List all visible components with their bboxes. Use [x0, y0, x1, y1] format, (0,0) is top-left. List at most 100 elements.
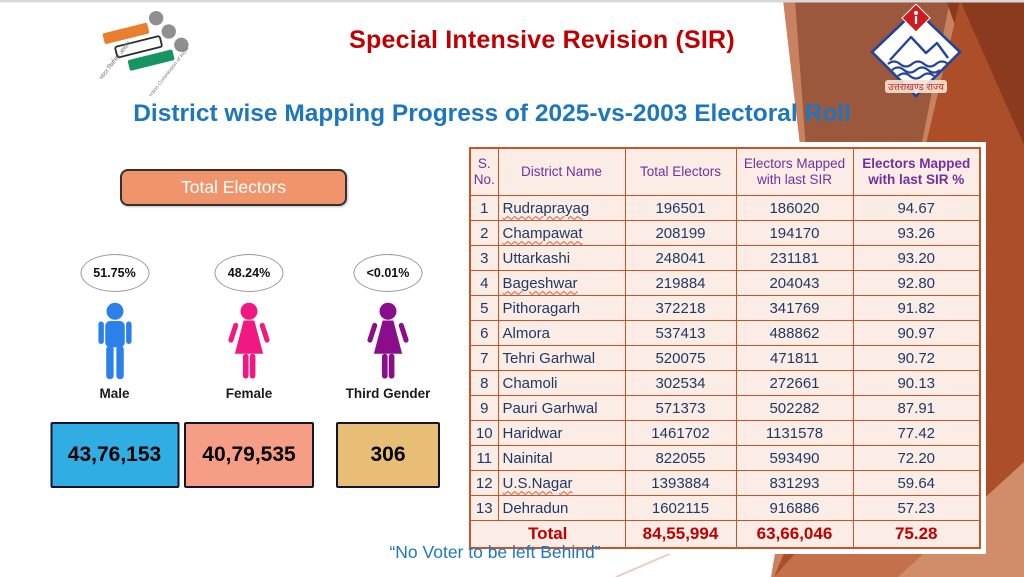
district-table-card: S. No. District Name Total Electors Elec…	[464, 142, 986, 554]
cell-sno: 12	[469, 470, 499, 496]
footer-quote: “No Voter to be left Behind”	[389, 542, 601, 562]
cell-mapped: 502282	[735, 395, 854, 421]
gender-card: 48.24% Female 40,79,535	[184, 254, 314, 490]
cell-total-electors: 208199	[624, 220, 737, 246]
cell-district: Uttarkashi	[497, 245, 626, 271]
cell-mapped: 186020	[735, 195, 854, 221]
table-row: 4 Bageshwar 219884 204043 92.80	[469, 270, 981, 296]
slide-subtitle: District wise Mapping Progress of 2025-v…	[133, 100, 851, 127]
total-electors-button[interactable]: Total Electors	[120, 169, 347, 206]
cell-pct: 59.64	[852, 470, 981, 496]
cell-district: U.S.Nagar	[497, 470, 626, 496]
cell-total-electors: 520075	[624, 345, 737, 371]
percent-label: 48.24%	[227, 266, 271, 280]
table-row: 10 Haridwar 1461702 1131578 77.42	[469, 420, 981, 446]
gender-card: 51.75% Male 43,76,153	[50, 254, 179, 490]
total-mapped-value: 63,66,046	[735, 520, 854, 549]
total-label: Total	[469, 520, 626, 549]
cell-sno: 8	[469, 370, 499, 396]
col-header-total: Total Electors	[624, 147, 737, 196]
cell-total-electors: 537413	[624, 320, 737, 346]
cell-mapped: 593490	[735, 445, 854, 471]
cell-sno: 10	[469, 420, 499, 446]
percent-oval: <0.01%	[353, 254, 423, 292]
district-mapping-table: S. No. District Name Total Electors Elec…	[469, 147, 981, 549]
col-header-sno: S. No.	[469, 147, 499, 196]
count-value: 43,76,153	[67, 443, 162, 466]
cell-total-electors: 302534	[624, 370, 737, 396]
col-header-district: District Name	[497, 147, 626, 196]
cell-sno: 13	[469, 495, 499, 521]
table-row: 9 Pauri Garhwal 571373 502282 87.91	[469, 395, 981, 421]
cell-pct: 77.42	[852, 420, 981, 446]
table-row: 3 Uttarkashi 248041 231181 93.20	[469, 245, 981, 271]
percent-oval: 48.24%	[214, 254, 284, 292]
cell-district: Dehradun	[497, 495, 626, 521]
cell-total-electors: 372218	[624, 295, 737, 321]
cell-district: Bageshwar	[497, 270, 626, 296]
cell-mapped: 916886	[735, 495, 854, 521]
cell-total-electors: 822055	[624, 445, 737, 471]
col-header-pct: Electors Mapped with last SIR %	[852, 147, 981, 196]
cell-district: Haridwar	[497, 420, 626, 446]
cell-pct: 72.20	[852, 445, 981, 471]
cell-sno: 11	[469, 445, 499, 471]
cell-total-electors: 1602115	[624, 495, 737, 521]
table-row: 8 Chamoli 302534 272661 90.13	[469, 370, 981, 396]
cell-sno: 5	[469, 295, 499, 321]
cell-pct: 93.20	[852, 245, 981, 271]
cell-mapped: 471811	[735, 345, 854, 371]
table-row: 7 Tehri Garhwal 520075 471811 90.72	[469, 345, 981, 371]
cell-pct: 90.13	[852, 370, 981, 396]
table-row: 12 U.S.Nagar 1393884 831293 59.64	[469, 470, 981, 496]
table-row: 13 Dehradun 1602115 916886 57.23	[469, 495, 981, 521]
cell-pct: 90.72	[852, 345, 981, 371]
uttarakhand-state-logo: उत्तराखण्ड राज्य	[866, 3, 966, 100]
cell-district: Almora	[497, 320, 626, 346]
cell-sno: 6	[469, 320, 499, 346]
col-header-mapped: Electors Mapped with last SIR	[735, 147, 854, 196]
cell-mapped: 231181	[735, 245, 854, 271]
cell-total-electors: 248041	[624, 245, 737, 271]
cell-sno: 7	[469, 345, 499, 371]
table-row: 5 Pithoragarh 372218 341769 91.82	[469, 295, 981, 321]
eci-left-text: भारत निर्वाचन आयोग	[97, 39, 133, 81]
count-box: 306	[336, 422, 440, 488]
count-box: 43,76,153	[50, 422, 179, 488]
table-total-row: Total 84,55,994 63,66,046 75.28	[469, 520, 981, 549]
gender-label: Female	[225, 386, 273, 401]
uk-logo-text: उत्तराखण्ड राज्य	[888, 82, 944, 93]
gender-label: Third Gender	[345, 386, 431, 401]
cell-pct: 90.97	[852, 320, 981, 346]
cell-mapped: 341769	[735, 295, 854, 321]
cell-pct: 94.67	[852, 195, 981, 221]
cell-sno: 1	[469, 195, 499, 221]
cell-district: Pauri Garhwal	[497, 395, 626, 421]
cell-sno: 3	[469, 245, 499, 271]
cell-total-electors: 196501	[624, 195, 737, 221]
cell-pct: 91.82	[852, 295, 981, 321]
table-row: 1 Rudraprayag 196501 186020 94.67	[469, 195, 981, 221]
cell-mapped: 194170	[735, 220, 854, 246]
cell-total-electors: 1393884	[624, 470, 737, 496]
cell-mapped: 831293	[735, 470, 854, 496]
percent-label: <0.01%	[366, 266, 410, 280]
eci-logo: भारत निर्वाचन आयोग Election Commission o…	[93, 6, 195, 103]
total-pct-value: 75.28	[852, 520, 981, 549]
slide-title: Special Intensive Revision (SIR)	[349, 26, 735, 54]
table-row: 11 Nainital 822055 593490 72.20	[469, 445, 981, 471]
cell-sno: 9	[469, 395, 499, 421]
cell-pct: 93.26	[852, 220, 981, 246]
count-box: 40,79,535	[184, 422, 314, 488]
cell-district: Tehri Garhwal	[497, 345, 626, 371]
cell-total-electors: 219884	[624, 270, 737, 296]
gender-label: Male	[99, 386, 130, 401]
female-figure-icon	[227, 302, 271, 382]
male-figure-icon	[93, 302, 137, 382]
table-row: 6 Almora 537413 488862 90.97	[469, 320, 981, 346]
cell-district: Chamoli	[497, 370, 626, 396]
cell-mapped: 272661	[735, 370, 854, 396]
cell-district: Nainital	[497, 445, 626, 471]
gender-card: <0.01% Third Gender 306	[326, 254, 450, 490]
